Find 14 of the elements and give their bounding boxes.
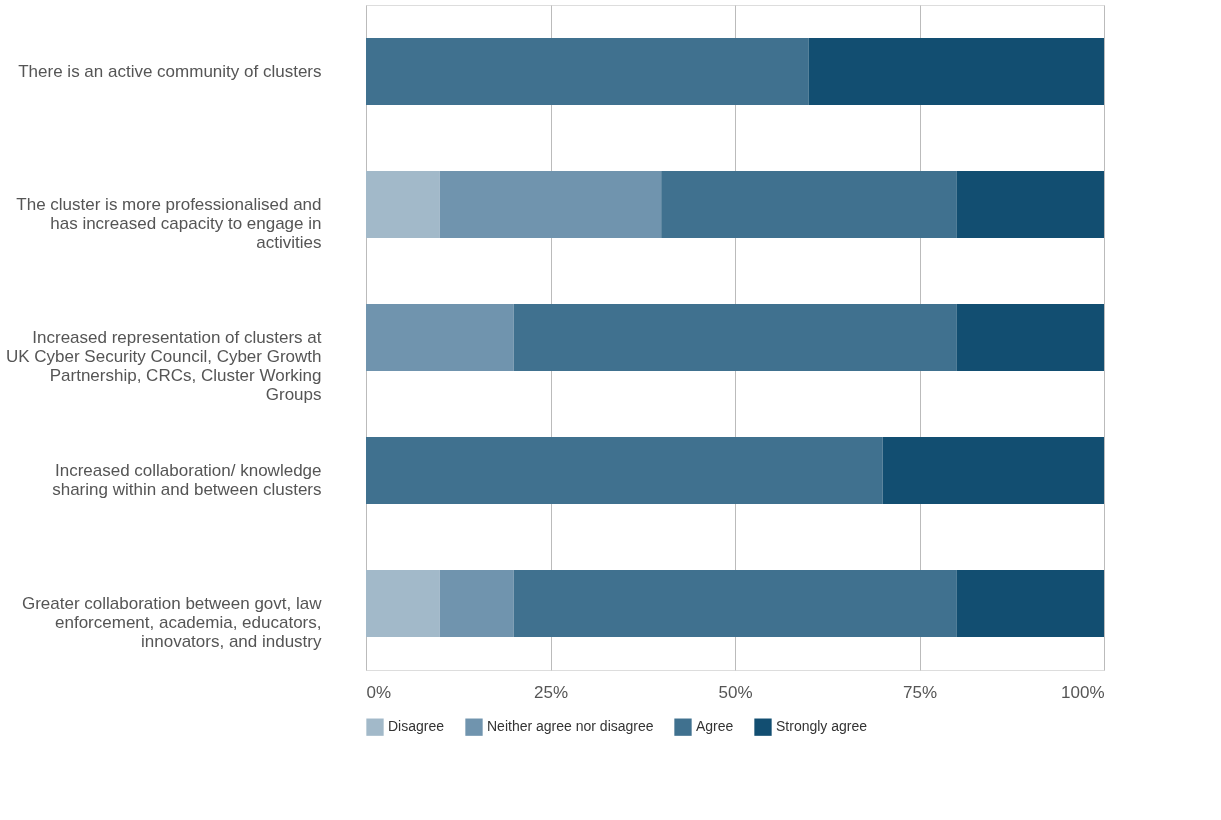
- x-tick-label: 100%: [1061, 682, 1105, 702]
- x-tick-label: 0%: [366, 682, 392, 702]
- y-tick-label: The cluster is more professionalised and has increased capacity to engage in activities: [16, 194, 322, 252]
- x-tick-label: 25%: [533, 682, 569, 702]
- legend-label: Disagree: [388, 718, 445, 735]
- y-tick-label: There is an active community of clusters: [18, 61, 322, 81]
- y-tick-label: Increased representation of clusters at UK Cyber Security Council, Cyber Growth Partnership, CRCs, Cluster Working Groups: [5, 327, 322, 404]
- legend-label: Strongly agree: [776, 718, 868, 735]
- legend-label: Neither agree nor disagree: [487, 718, 654, 735]
- legend-label: Agree: [696, 718, 734, 735]
- y-tick-label: Greater collaboration between govt, law enforcement, academia, educators, innovators, and industry: [21, 593, 323, 651]
- y-tick-label: Increased collaboration/ knowledge sharing within and between clusters: [52, 460, 322, 499]
- x-tick-label: 50%: [718, 682, 753, 702]
- x-tick-label: 75%: [902, 682, 938, 702]
